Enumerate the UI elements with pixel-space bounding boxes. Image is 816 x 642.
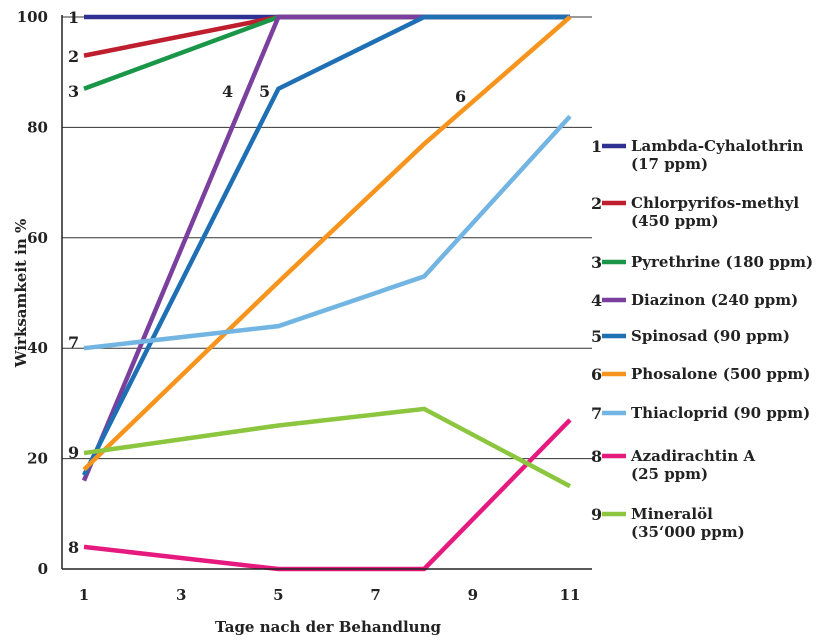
legend-label: Chlorpyrifos-methyl bbox=[631, 194, 799, 212]
y-tick-label-0: 0 bbox=[38, 560, 48, 578]
series-number-label-4: 4 bbox=[222, 82, 233, 101]
legend-label: Spinosad (90 ppm) bbox=[631, 327, 790, 345]
series-number-label-3: 3 bbox=[68, 82, 79, 101]
legend-item-8: 8 Azadirachtin A(25 ppm) bbox=[591, 447, 755, 483]
legend-label: Mineralöl bbox=[631, 505, 713, 523]
series-line-9 bbox=[83, 406, 572, 489]
legend-number: 4 bbox=[591, 291, 602, 310]
x-tick-label-5: 5 bbox=[273, 586, 283, 604]
legend-label: Azadirachtin A bbox=[630, 447, 755, 465]
legend-label: Diazinon (240 ppm) bbox=[631, 291, 798, 309]
legend-number: 8 bbox=[591, 447, 602, 466]
legend-number: 7 bbox=[591, 404, 602, 423]
legend-item-3: 3 Pyrethrine (180 ppm) bbox=[591, 253, 813, 272]
series-line-2 bbox=[83, 14, 570, 58]
series-line-7 bbox=[83, 114, 572, 351]
legend-number: 1 bbox=[591, 137, 602, 156]
x-tick-label-3: 3 bbox=[176, 586, 186, 604]
legend-label-line2: (17 ppm) bbox=[631, 155, 708, 173]
y-axis-title: Wirksamkeit in % bbox=[12, 219, 30, 368]
series-line-6 bbox=[82, 15, 572, 472]
legend-number: 6 bbox=[591, 365, 602, 384]
series-number-label-8: 8 bbox=[68, 538, 79, 557]
series-number-label-2: 2 bbox=[68, 47, 79, 66]
series-number-label-5: 5 bbox=[259, 82, 270, 101]
legend-number: 2 bbox=[591, 194, 602, 213]
series-number-label-6: 6 bbox=[455, 87, 466, 106]
series-number-label-7: 7 bbox=[68, 333, 79, 352]
x-tick-label-7: 7 bbox=[370, 586, 380, 604]
legend-item-4: 4 Diazinon (240 ppm) bbox=[591, 291, 798, 310]
legend-label: Lambda-Cyhalothrin bbox=[631, 137, 803, 155]
legend-number: 3 bbox=[591, 253, 602, 272]
legend-label: Thiacloprid (90 ppm) bbox=[631, 404, 810, 422]
y-tick-label-40: 40 bbox=[27, 339, 48, 357]
y-tick-label-100: 100 bbox=[17, 8, 48, 26]
series-lines bbox=[81, 14, 572, 572]
series-line-4 bbox=[81, 14, 570, 482]
legend-item-1: 1 Lambda-Cyhalothrin(17 ppm) bbox=[591, 137, 803, 173]
legend-label: Phosalone (500 ppm) bbox=[631, 365, 810, 383]
legend: 1 Lambda-Cyhalothrin(17 ppm) 2 Chlorpyrifos… bbox=[591, 137, 813, 541]
legend-label-line2: (450 ppm) bbox=[631, 212, 719, 230]
legend-item-5: 5 Spinosad (90 ppm) bbox=[591, 327, 790, 346]
series-number-label-9: 9 bbox=[68, 443, 79, 462]
legend-label-line2: (25 ppm) bbox=[631, 465, 708, 483]
x-tick-label-11: 11 bbox=[560, 586, 581, 604]
legend-item-9: 9 Mineralöl(35‘000 ppm) bbox=[591, 505, 745, 541]
x-tick-label-1: 1 bbox=[79, 586, 89, 604]
series-number-labels: 1 2 3 4 5 6 7 8 9 bbox=[68, 8, 466, 557]
legend-item-2: 2 Chlorpyrifos-methyl(450 ppm) bbox=[591, 194, 799, 230]
series-number-label-1: 1 bbox=[68, 8, 79, 27]
x-tick-label-9: 9 bbox=[468, 586, 478, 604]
y-tick-label-20: 20 bbox=[27, 450, 48, 468]
y-tick-label-60: 60 bbox=[27, 229, 48, 247]
legend-label-line2: (35‘000 ppm) bbox=[631, 523, 745, 541]
legend-number: 9 bbox=[591, 505, 602, 524]
legend-item-6: 6 Phosalone (500 ppm) bbox=[591, 365, 810, 384]
legend-number: 5 bbox=[591, 327, 602, 346]
x-axis-title: Tage nach der Behandlung bbox=[215, 618, 441, 636]
series-line-5 bbox=[81, 14, 570, 477]
legend-item-7: 7 Thiacloprid (90 ppm) bbox=[591, 404, 810, 423]
axes: 0 20 40 60 80 100 1 3 5 7 9 11 Tage nach der Behandl… bbox=[12, 8, 592, 636]
y-tick-label-80: 80 bbox=[27, 118, 48, 136]
legend-label: Pyrethrine (180 ppm) bbox=[631, 253, 813, 271]
